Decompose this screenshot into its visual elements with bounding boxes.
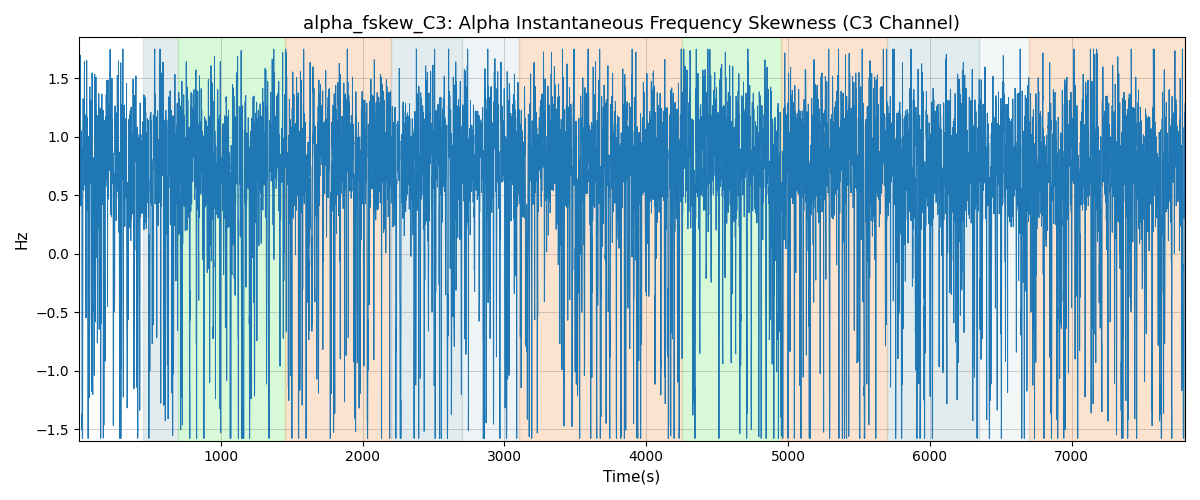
Bar (979, 38, 1030, 440)
X-axis label: Time(s): Time(s) (604, 470, 660, 485)
Y-axis label: Hz: Hz (14, 230, 30, 249)
Bar (143, 38, 178, 440)
Bar (462, 38, 518, 440)
Bar (1030, 38, 1186, 440)
Bar (178, 38, 284, 440)
Bar (518, 38, 682, 440)
Bar (781, 38, 887, 440)
Bar (887, 38, 979, 440)
Title: alpha_fskew_C3: Alpha Instantaneous Frequency Skewness (C3 Channel): alpha_fskew_C3: Alpha Instantaneous Freq… (304, 15, 960, 34)
Bar (682, 38, 781, 440)
Bar (391, 38, 462, 440)
Bar (284, 38, 391, 440)
